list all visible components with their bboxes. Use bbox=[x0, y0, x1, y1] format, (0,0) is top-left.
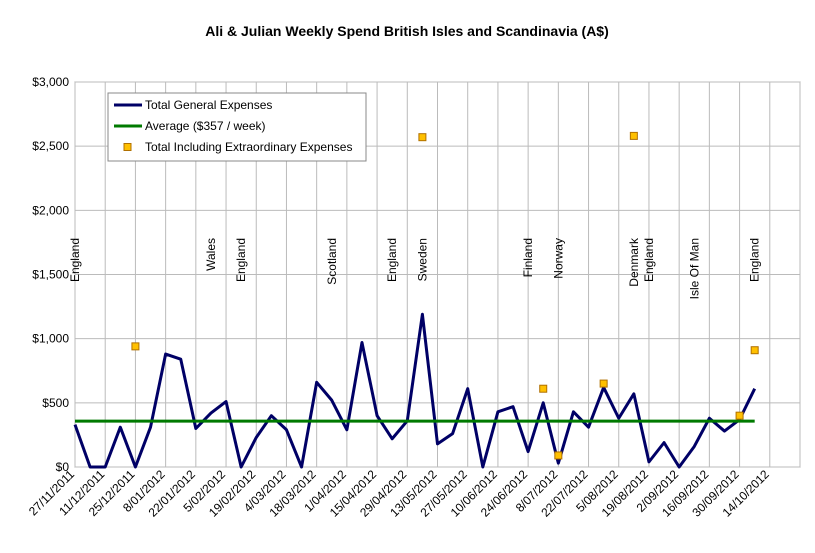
point bbox=[599, 379, 608, 388]
y-tick-label: $1,000 bbox=[32, 332, 69, 346]
point bbox=[735, 411, 744, 420]
y-tick-label: $500 bbox=[42, 396, 69, 410]
y-tick-label: $2,500 bbox=[32, 139, 69, 153]
annotation: England bbox=[234, 238, 248, 282]
legend-box bbox=[107, 92, 367, 162]
annotation: Isle Of Man bbox=[687, 238, 701, 299]
y-tick-label: $0 bbox=[56, 460, 70, 474]
legend-marker bbox=[123, 143, 132, 151]
annotation: England bbox=[68, 238, 82, 282]
point bbox=[629, 131, 638, 140]
annotation: England bbox=[642, 238, 656, 282]
legend: Total General Expenses Average ($357 / we… bbox=[107, 92, 367, 162]
point bbox=[131, 342, 140, 351]
legend-label: Total General Expenses bbox=[145, 98, 272, 112]
annotation: Scotland bbox=[325, 238, 339, 285]
annotation: England bbox=[748, 238, 762, 282]
annotation: England bbox=[385, 238, 399, 282]
legend-label: Total Including Extraordinary Expenses bbox=[145, 140, 352, 154]
annotation: Finland bbox=[521, 238, 535, 277]
y-tick-label: $1,500 bbox=[32, 268, 69, 282]
annotation: Wales bbox=[204, 238, 218, 271]
annotation: Denmark bbox=[627, 237, 641, 287]
point bbox=[539, 384, 548, 393]
y-tick-label: $3,000 bbox=[32, 75, 69, 89]
y-tick-label: $2,000 bbox=[32, 203, 69, 217]
point bbox=[554, 451, 563, 460]
annotation: Norway bbox=[551, 238, 565, 279]
series-line bbox=[73, 312, 757, 469]
point bbox=[418, 133, 427, 142]
chart-title: Ali & Julian Weekly Spend British Isles … bbox=[205, 23, 609, 39]
legend-label: Average ($357 / week) bbox=[145, 119, 266, 133]
annotation: Sweden bbox=[415, 238, 429, 281]
point bbox=[750, 346, 759, 355]
